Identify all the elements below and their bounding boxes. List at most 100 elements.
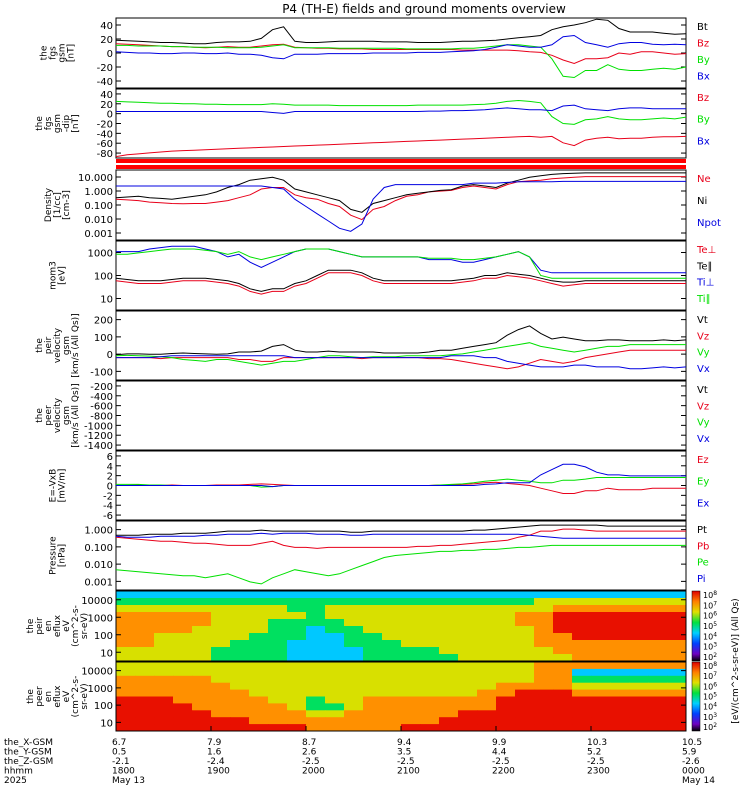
y-tick-label: -40 (97, 129, 113, 140)
x-tick-value: 7.9 (207, 738, 222, 748)
heatmap-cell (306, 654, 326, 662)
heatmap-cell (116, 598, 136, 606)
heatmap-cell (420, 724, 440, 732)
heatmap-cell (477, 689, 497, 697)
x-row-label: the_Z-GSM (4, 757, 53, 767)
heatmap-cell (458, 710, 478, 718)
heatmap-cell (420, 647, 440, 655)
y-tick-label: 1000 (88, 249, 113, 260)
heatmap-cell (230, 717, 250, 725)
heatmap-cell (230, 703, 250, 711)
heatmap-cell (515, 605, 535, 613)
heatmap-cell (382, 668, 402, 677)
heatmap-cell (610, 696, 630, 704)
y-tick-label: 0 (107, 350, 113, 361)
legend-entry: Bx (697, 136, 710, 147)
heatmap-cell (477, 662, 497, 670)
heatmap-cell (173, 633, 193, 641)
heatmap-cell (648, 703, 668, 711)
legend-entry: Pi (697, 574, 706, 585)
legend-entry: Vx (697, 434, 710, 445)
panel-8: 1.000 0.100 0.010 0.001 Pressure [nPa] Pt Pb Pe P… (49, 520, 709, 591)
y-axis-label: peir (35, 617, 45, 635)
heatmap-cell (420, 598, 440, 606)
y-tick-label: -1000 (84, 421, 113, 432)
heatmap-cell (610, 605, 630, 613)
heatmap-cell (249, 717, 269, 725)
heatmap-cell (458, 689, 478, 697)
heatmap-cell (306, 612, 326, 620)
heatmap-cell (610, 668, 630, 677)
heatmap-cell (154, 619, 174, 627)
x-tick-value: 9.4 (397, 738, 412, 748)
heatmap-cell (553, 626, 573, 634)
heatmap-cell (591, 612, 611, 620)
heatmap-cell (249, 682, 269, 691)
heatmap-cell (553, 675, 573, 684)
heatmap-cell (154, 647, 174, 655)
heatmap-cell (230, 654, 250, 662)
heatmap-cell (477, 598, 497, 606)
heatmap-cell (667, 696, 687, 704)
heatmap-cell (268, 591, 288, 599)
heatmap-cell (477, 710, 497, 718)
y-tick-label: -40 (97, 77, 113, 88)
heatmap-cell (287, 591, 307, 599)
heatmap-cell (629, 612, 649, 620)
heatmap-cell (420, 605, 440, 613)
y-axis-label: mom3 (49, 261, 59, 290)
heatmap-cell (515, 640, 535, 648)
panel-frame (115, 88, 687, 159)
y-axis-label: the (35, 408, 45, 423)
heatmap-cell (439, 682, 459, 691)
heatmap-cell (553, 703, 573, 711)
heatmap-cell (363, 662, 383, 670)
heatmap-cell (173, 605, 193, 613)
heatmap-cell (230, 626, 250, 634)
heatmap-cell (629, 710, 649, 718)
heatmap-cell (591, 682, 611, 691)
y-tick-label: -1400 (84, 441, 113, 452)
heatmap-cell (610, 633, 630, 641)
heatmap-cell (534, 724, 554, 732)
heatmap-cell (249, 633, 269, 641)
heatmap-cell (211, 591, 231, 599)
heatmap-cell (648, 675, 668, 684)
heatmap-cell (648, 619, 668, 627)
heatmap-cell (344, 591, 364, 599)
y-axis-label: [km/s (All Qs)] (71, 313, 81, 377)
heatmap-cell (382, 724, 402, 732)
heatmap-cell (287, 633, 307, 641)
heatmap-cell (154, 668, 174, 677)
heatmap-cell (420, 717, 440, 725)
heatmap-cell (192, 724, 212, 732)
x-row-label: 2025 (4, 776, 27, 786)
heatmap-cell (515, 703, 535, 711)
heatmap-cell (553, 598, 573, 606)
heatmap-cell (154, 717, 174, 725)
heatmap-cell (458, 717, 478, 725)
heatmap-cell (629, 717, 649, 725)
heatmap-cell (439, 654, 459, 662)
heatmap-cell (572, 724, 592, 732)
y-tick-label: 100 (94, 333, 113, 344)
heatmap-cell (135, 668, 155, 677)
heatmap-cell (192, 668, 212, 677)
heatmap-cell (154, 675, 174, 684)
heatmap-cell (515, 682, 535, 691)
colorbar-tick-label: 106 (703, 611, 717, 621)
heatmap-cell (135, 619, 155, 627)
heatmap-cell (401, 662, 421, 670)
heatmap-cell (477, 717, 497, 725)
heatmap-cell (496, 619, 516, 627)
heatmap-cell (211, 717, 231, 725)
heatmap-cell (268, 619, 288, 627)
x-tick-value: 2100 (397, 767, 420, 777)
series-line-black (115, 172, 686, 213)
heatmap-cell (135, 696, 155, 704)
y-tick-label: 0.010 (84, 560, 113, 571)
heatmap-cell (648, 626, 668, 634)
heatmap-cell (629, 605, 649, 613)
heatmap-cell (496, 647, 516, 655)
heatmap-cell (116, 675, 136, 684)
